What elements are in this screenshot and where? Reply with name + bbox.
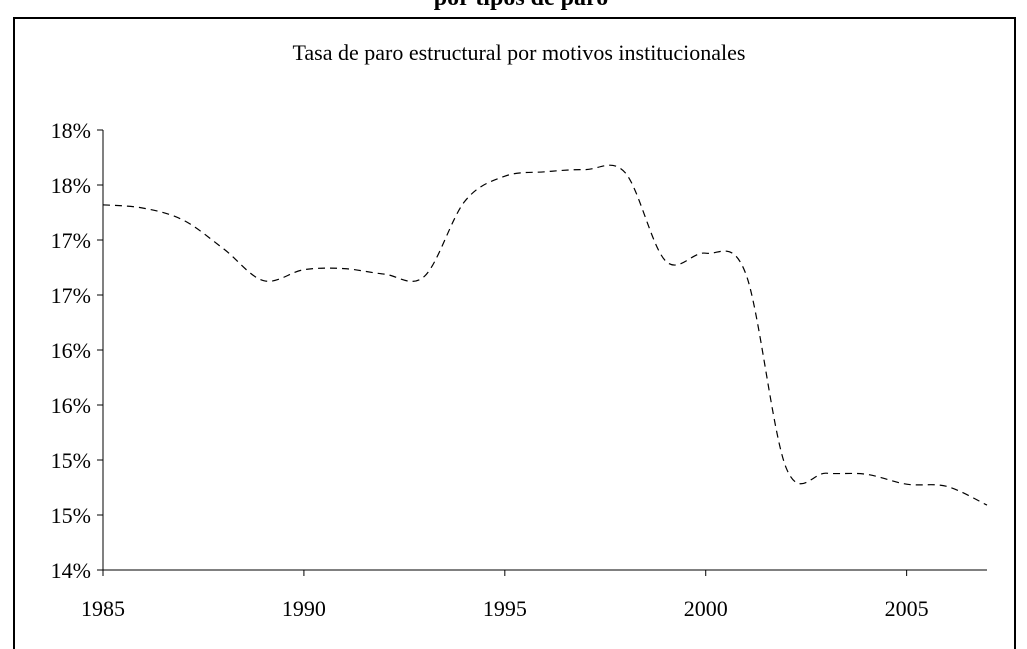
y-tick-label: 15% — [51, 448, 91, 473]
chart-frame — [13, 17, 1016, 649]
y-axis-ticks: 14% 15% 15% 16% 16% 17% 17% 18% 18% — [51, 118, 103, 583]
x-tick-label: 1990 — [282, 596, 326, 621]
y-tick-label: 14% — [51, 558, 91, 583]
x-tick-label: 1995 — [483, 596, 527, 621]
chart-title: Tasa de paro estructural por motivos ins… — [292, 40, 745, 65]
series-line-0 — [102, 164, 988, 506]
x-tick-label: 2000 — [684, 596, 728, 621]
x-axis-ticks: 1985 1990 1995 2000 2005 — [81, 570, 929, 621]
y-tick-label: 15% — [51, 503, 91, 528]
y-tick-label: 16% — [51, 393, 91, 418]
y-tick-label: 18% — [51, 118, 91, 143]
y-tick-label: 17% — [51, 283, 91, 308]
x-tick-label: 1985 — [81, 596, 125, 621]
cropped-header-text: por tipos de paro — [434, 0, 608, 11]
series-group — [102, 164, 988, 506]
x-tick-label: 2005 — [885, 596, 929, 621]
y-tick-label: 16% — [51, 338, 91, 363]
y-tick-label: 17% — [51, 228, 91, 253]
y-tick-label: 18% — [51, 173, 91, 198]
